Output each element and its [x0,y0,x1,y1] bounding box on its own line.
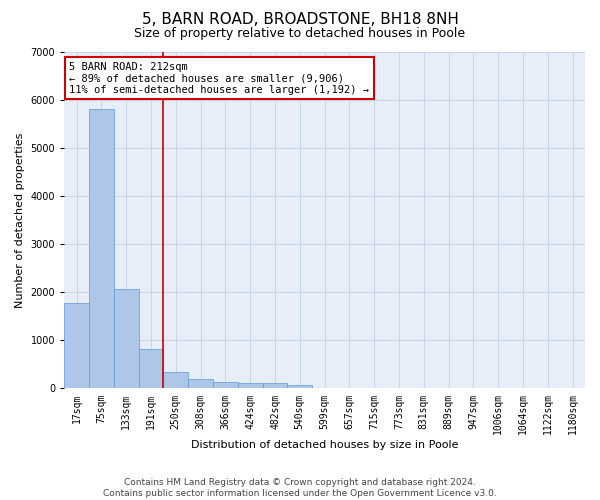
Bar [238,383,263,388]
Bar [89,110,114,388]
Text: 5, BARN ROAD, BROADSTONE, BH18 8NH: 5, BARN ROAD, BROADSTONE, BH18 8NH [142,12,458,28]
Y-axis label: Number of detached properties: Number of detached properties [15,132,25,308]
Bar [213,382,238,388]
Bar [163,372,188,388]
Text: Contains HM Land Registry data © Crown copyright and database right 2024.
Contai: Contains HM Land Registry data © Crown c… [103,478,497,498]
Text: 5 BARN ROAD: 212sqm
← 89% of detached houses are smaller (9,906)
11% of semi-det: 5 BARN ROAD: 212sqm ← 89% of detached ho… [70,62,370,95]
Text: Size of property relative to detached houses in Poole: Size of property relative to detached ho… [134,28,466,40]
Bar [139,349,163,389]
Bar [287,384,312,388]
X-axis label: Distribution of detached houses by size in Poole: Distribution of detached houses by size … [191,440,458,450]
Bar [188,379,213,388]
Bar [64,303,89,388]
Bar [263,384,287,388]
Bar [114,290,139,388]
